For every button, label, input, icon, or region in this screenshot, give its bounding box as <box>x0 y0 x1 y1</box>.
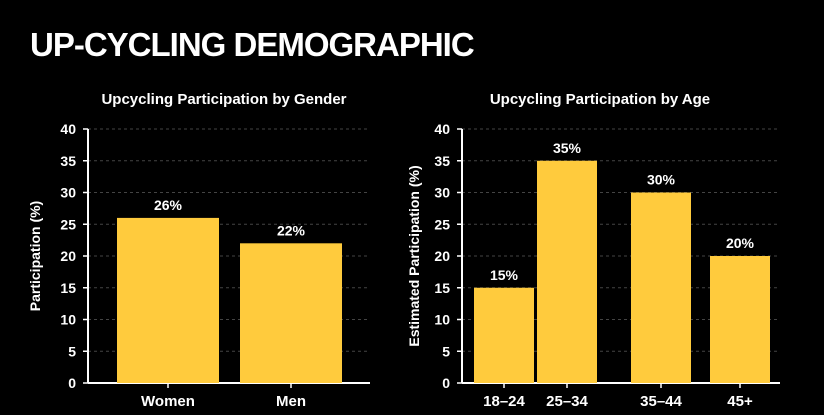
x-tick-label: 18–24 <box>483 393 525 410</box>
x-tick-label: 45+ <box>727 393 753 410</box>
bar <box>240 243 342 383</box>
y-tick-label: 0 <box>68 375 76 391</box>
chart-title: Upcycling Participation by Gender <box>101 91 346 108</box>
y-tick-label: 35 <box>434 153 450 169</box>
y-tick-label: 20 <box>60 248 76 264</box>
bar <box>631 192 691 383</box>
bar-value-label: 15% <box>490 267 519 283</box>
y-tick-label: 25 <box>60 216 76 232</box>
bar-value-label: 26% <box>154 197 183 213</box>
y-axis-label: Estimated Participation (%) <box>406 165 422 346</box>
y-tick-label: 40 <box>434 121 450 137</box>
age-chart: Upcycling Participation by Age Estimated … <box>406 91 780 410</box>
y-tick-label: 10 <box>434 312 450 328</box>
y-tick-label: 40 <box>60 121 76 137</box>
bar <box>537 160 597 383</box>
x-tick-label: 35–44 <box>640 393 682 410</box>
bar-value-label: 20% <box>726 235 755 251</box>
page-title: UP-CYCLING DEMOGRAPHIC <box>30 26 475 63</box>
bar <box>117 217 219 383</box>
y-tick-label: 0 <box>442 375 450 391</box>
y-tick-label: 35 <box>60 153 76 169</box>
bar <box>474 287 534 383</box>
x-tick-label: 25–34 <box>546 393 588 410</box>
x-tick-label: Women <box>141 393 195 410</box>
y-tick-label: 15 <box>60 280 76 296</box>
gender-chart: Upcycling Participation by Gender Partici… <box>27 91 370 410</box>
y-axis-label: Participation (%) <box>27 201 43 311</box>
y-tick-label: 20 <box>434 248 450 264</box>
y-tick-label: 15 <box>434 280 450 296</box>
bar-value-label: 30% <box>647 172 676 188</box>
y-tick-label: 5 <box>68 343 76 359</box>
bar-value-label: 22% <box>277 222 306 238</box>
chart-title: Upcycling Participation by Age <box>490 91 710 108</box>
y-tick-label: 10 <box>60 312 76 328</box>
y-tick-label: 30 <box>434 185 450 201</box>
bar-value-label: 35% <box>553 140 582 156</box>
y-tick-label: 30 <box>60 185 76 201</box>
x-tick-label: Men <box>276 393 306 410</box>
y-tick-label: 5 <box>442 343 450 359</box>
y-tick-label: 25 <box>434 216 450 232</box>
bar <box>710 256 770 383</box>
